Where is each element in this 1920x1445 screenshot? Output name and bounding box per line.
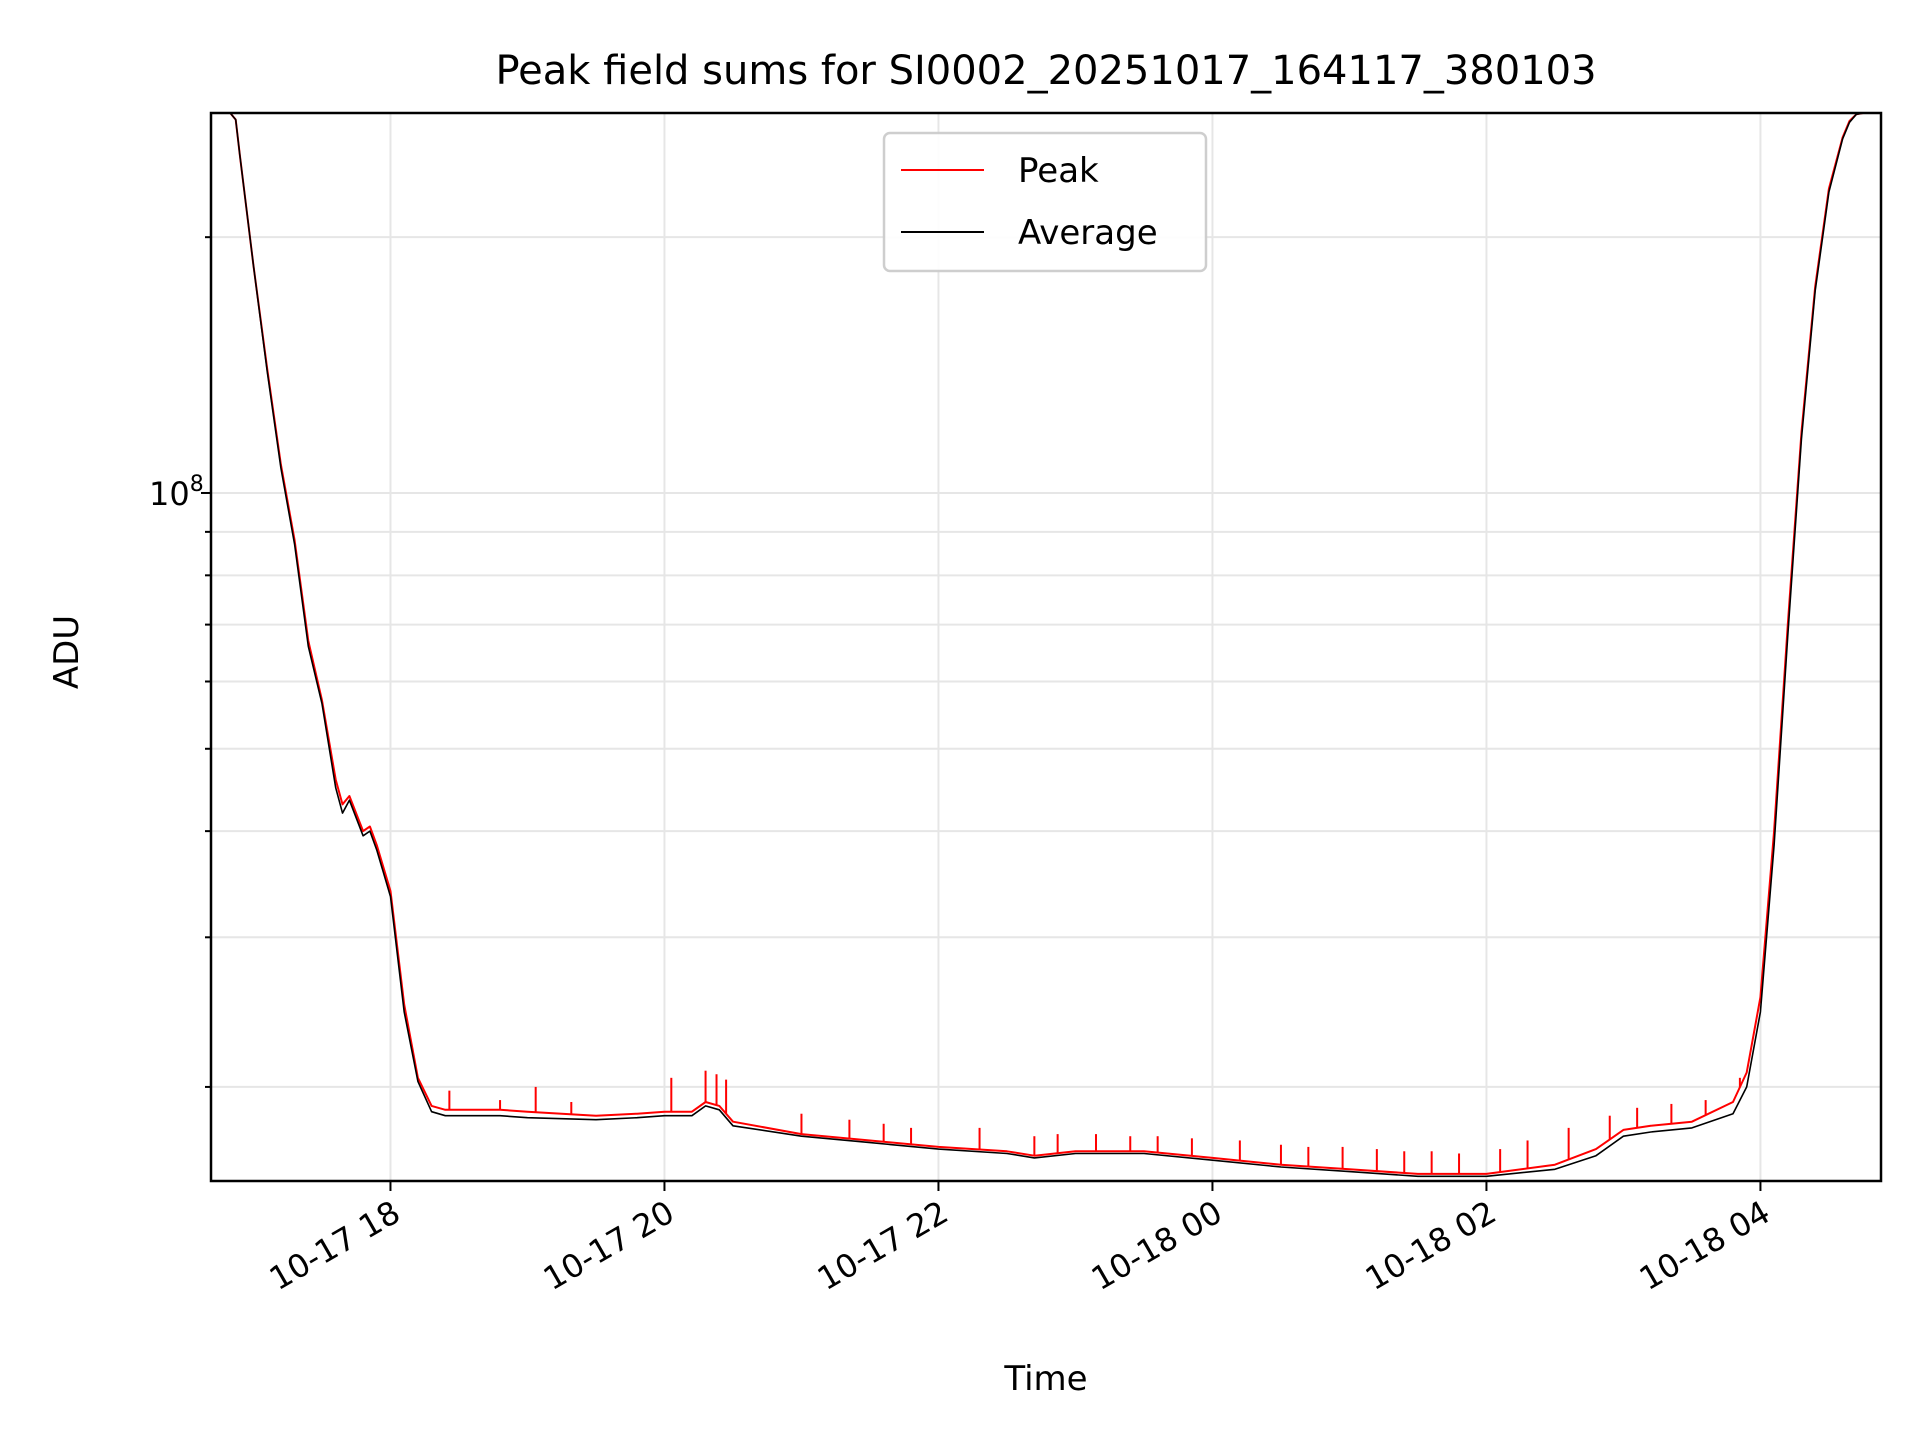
legend-box [882, 131, 1208, 273]
y-axis-label: ADU [47, 615, 87, 689]
legend-peak-label: Peak [1018, 151, 1099, 191]
plot-frame [209, 111, 1883, 1183]
y-tick-base: 10 [149, 475, 190, 513]
chart-title: Peak field sums for SI0002_20251017_1641… [495, 48, 1596, 94]
y-major-tick-label: 108 [149, 472, 204, 513]
series-line-average [229, 112, 1864, 1178]
y-tick-exponent: 8 [190, 472, 204, 497]
legend: Peak Average [882, 131, 1208, 273]
legend-average-label: Average [1018, 213, 1158, 253]
series-line-peak [229, 112, 1864, 1175]
series-layer [229, 112, 1864, 1178]
x-axis-label: Time [1003, 1359, 1087, 1399]
